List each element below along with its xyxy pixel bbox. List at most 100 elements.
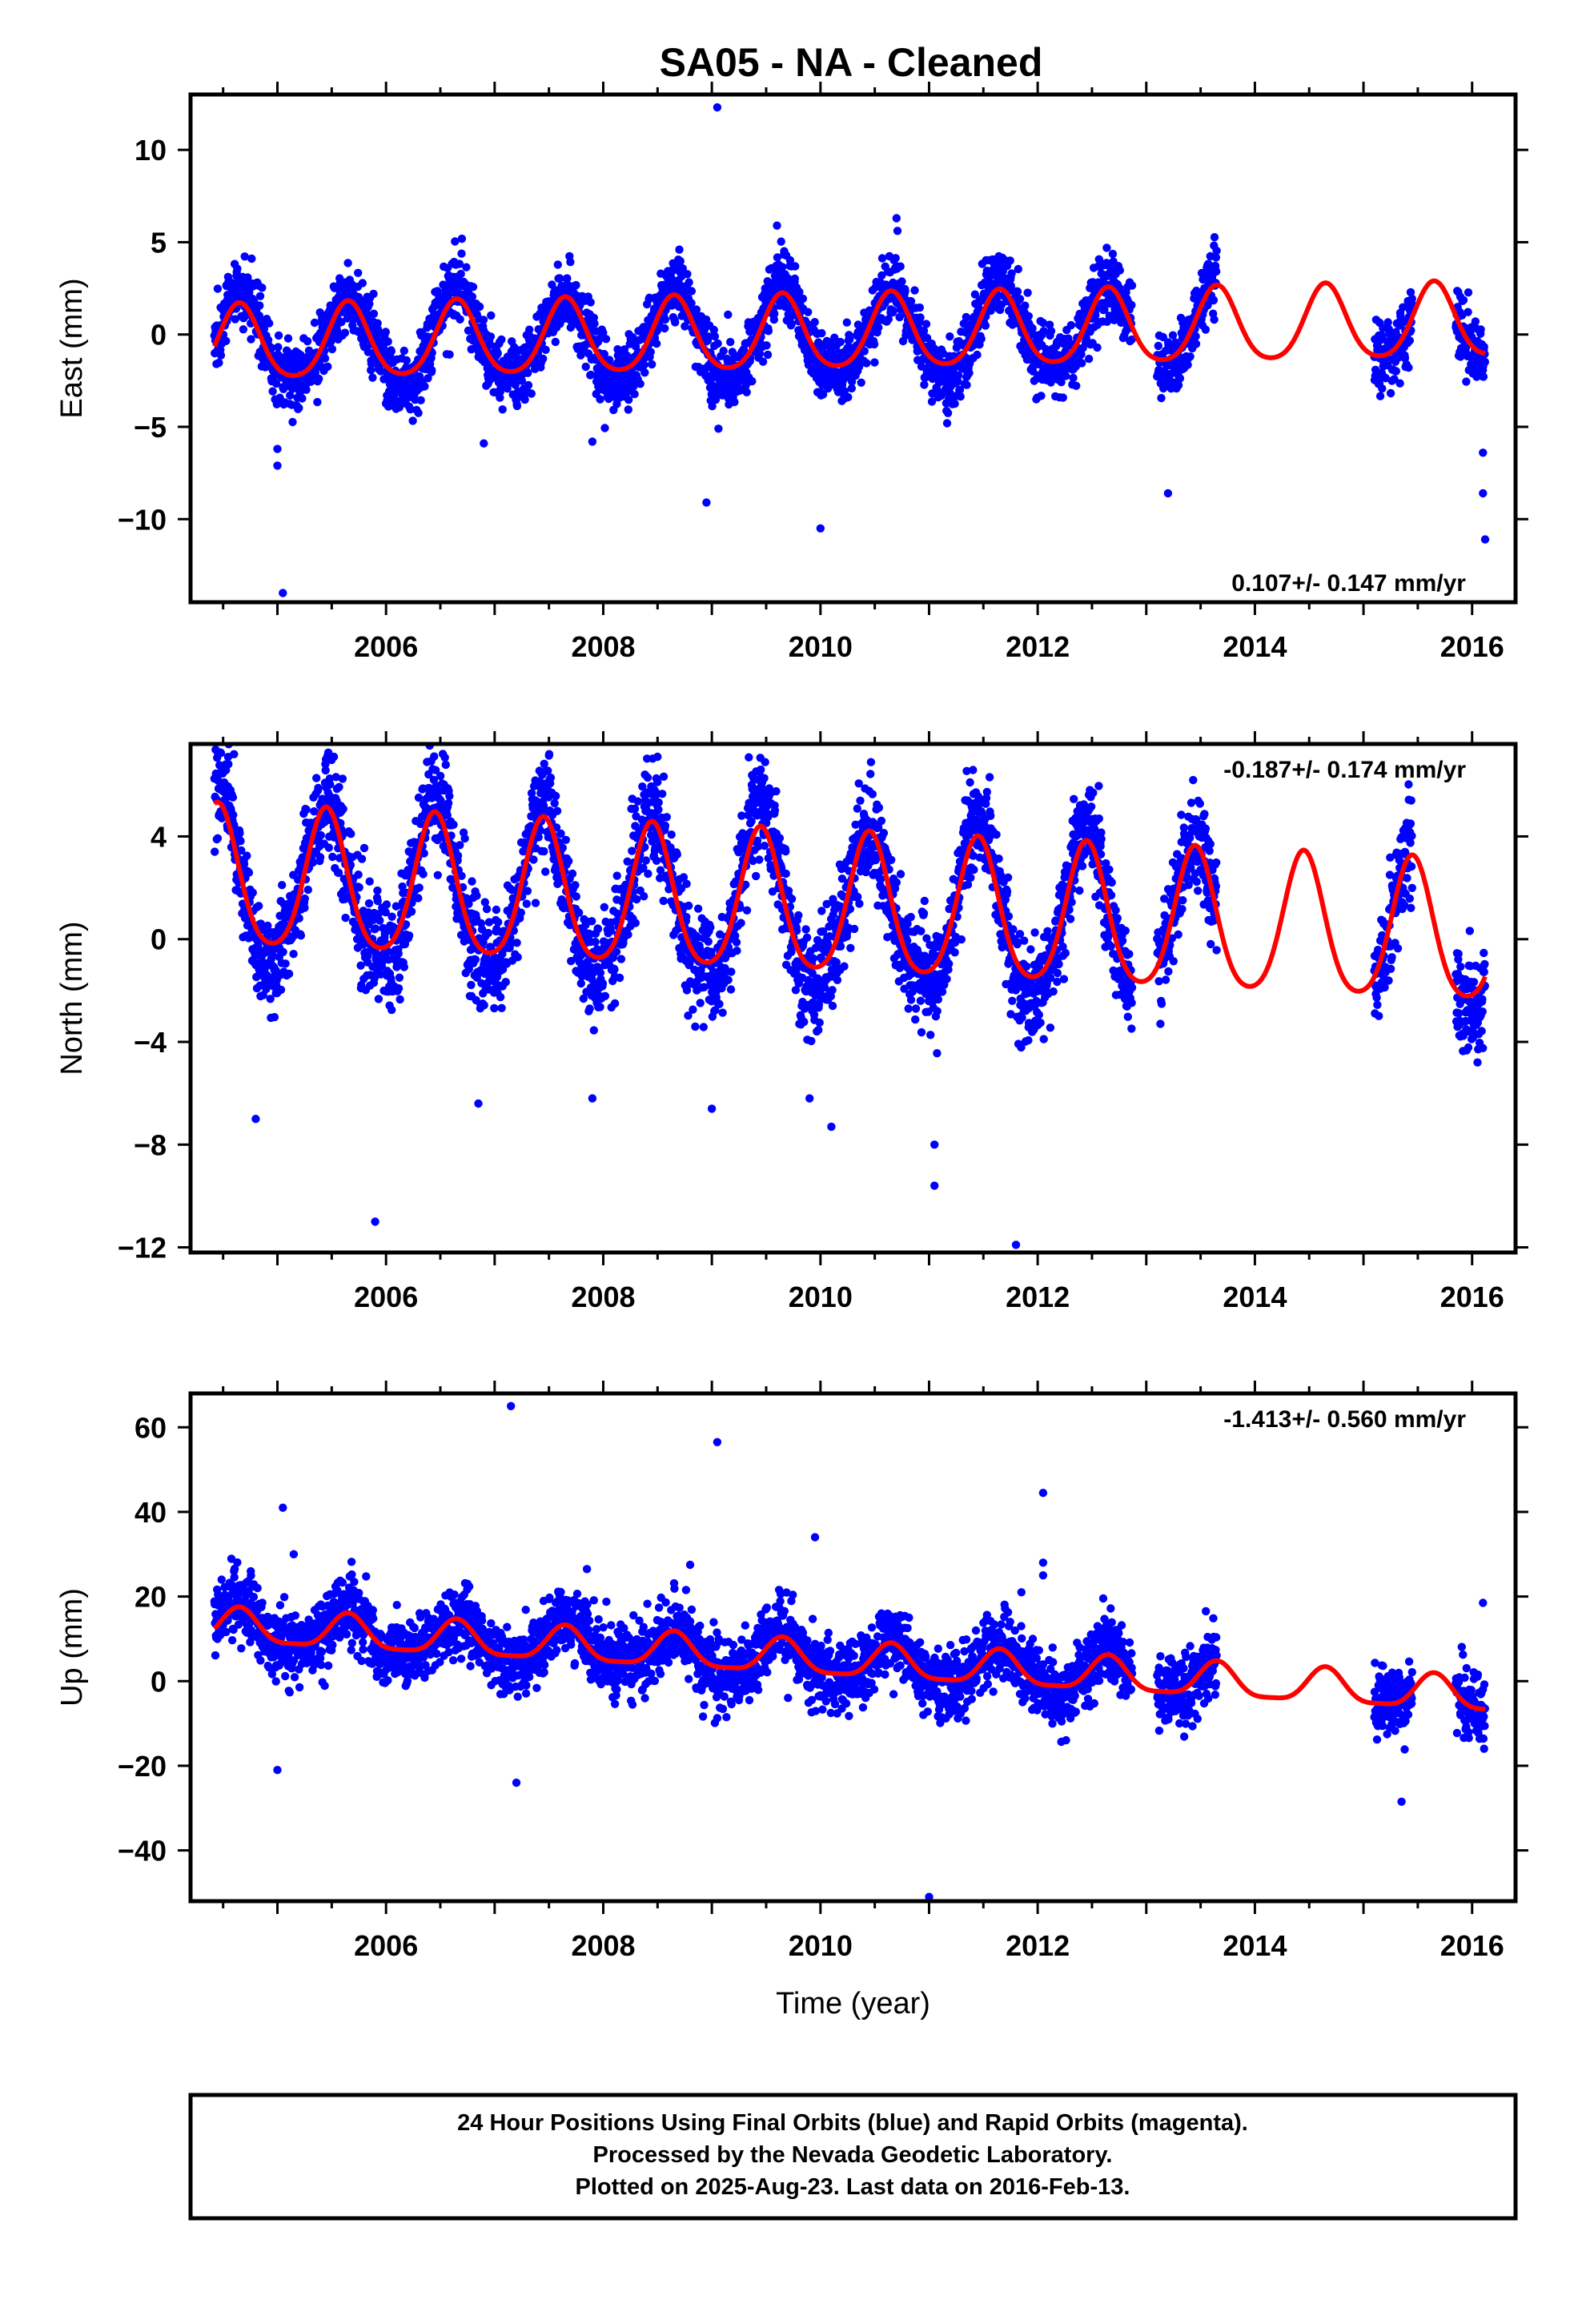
data-point [482, 904, 492, 914]
data-point [585, 1004, 594, 1013]
data-point [1007, 269, 1016, 278]
data-point [1476, 325, 1485, 334]
data-point [245, 288, 254, 297]
y-tick-label: 0 [151, 319, 167, 352]
data-point [335, 782, 343, 791]
data-point [289, 950, 298, 959]
data-point [369, 309, 379, 318]
data-point [239, 325, 248, 334]
data-point [1383, 318, 1392, 327]
data-point [921, 320, 931, 328]
data-point [777, 237, 785, 246]
data-point [281, 959, 290, 968]
data-point [374, 910, 383, 919]
data-point [239, 859, 249, 869]
x-tick-label: 2012 [1006, 630, 1070, 663]
data-point [237, 846, 246, 855]
data-point [844, 392, 853, 402]
outlier-point [713, 103, 722, 112]
data-point [606, 927, 616, 935]
y-tick-label: 5 [151, 226, 167, 259]
outlier-point [1479, 489, 1488, 498]
data-point [484, 918, 494, 927]
data-point [302, 805, 311, 814]
data-point [552, 806, 562, 815]
data-point [893, 227, 902, 235]
data-point [484, 928, 493, 938]
data-point [596, 968, 605, 978]
data-point [954, 377, 962, 386]
data-point [564, 857, 573, 866]
outlier-point [892, 214, 901, 223]
data-point [415, 883, 424, 892]
data-point [513, 393, 522, 403]
data-point [211, 723, 219, 731]
data-point [420, 849, 428, 858]
data-point [444, 798, 453, 808]
data-point [326, 780, 335, 789]
data-point [646, 348, 655, 356]
data-point [1183, 360, 1192, 369]
data-point [1108, 249, 1118, 259]
data-point [527, 389, 536, 398]
data-point [216, 749, 226, 758]
data-point [544, 766, 552, 775]
data-point [1157, 393, 1166, 403]
data-point [1082, 334, 1091, 343]
data-point [804, 308, 813, 316]
data-point [408, 416, 417, 425]
data-point [357, 854, 367, 863]
data-point [329, 752, 339, 762]
data-point [512, 939, 521, 947]
data-point [320, 354, 330, 363]
data-point [283, 348, 292, 356]
data-point [468, 292, 477, 301]
plot-frame [188, 92, 1518, 605]
data-point [213, 834, 223, 843]
data-point [817, 328, 826, 338]
data-point [1037, 392, 1046, 400]
data-point [726, 337, 735, 347]
data-point [724, 310, 733, 320]
data-point [687, 287, 697, 296]
data-point [681, 322, 689, 331]
data-point [496, 393, 504, 402]
data-point [383, 337, 392, 346]
data-point [338, 774, 347, 783]
data-point [276, 985, 286, 995]
data-point [1115, 266, 1125, 275]
data-point [1407, 294, 1417, 304]
data-point [612, 871, 621, 880]
data-point [1046, 327, 1056, 336]
data-point [387, 912, 396, 921]
data-point [556, 829, 565, 838]
data-point [1127, 335, 1136, 344]
data-point [579, 994, 588, 1003]
data-point [456, 269, 465, 279]
data-point [265, 319, 274, 328]
outlier-point [273, 444, 282, 453]
data-point [508, 885, 516, 895]
data-point [358, 279, 367, 287]
data-point [558, 843, 567, 853]
data-point [836, 337, 845, 347]
data-point [977, 335, 986, 344]
data-point [394, 949, 403, 959]
data-point [590, 319, 599, 328]
data-point [460, 834, 469, 843]
data-point [455, 259, 464, 268]
data-point [1391, 367, 1401, 376]
data-point [652, 339, 661, 348]
data-point [705, 332, 713, 341]
data-point [235, 829, 244, 838]
data-point [524, 380, 533, 390]
data-point [213, 284, 223, 293]
data-point [295, 404, 303, 412]
data-point [610, 999, 620, 1008]
data-point [550, 798, 559, 808]
data-point [758, 357, 768, 366]
data-point [475, 302, 484, 312]
data-point [1028, 324, 1037, 333]
data-point [534, 833, 543, 842]
